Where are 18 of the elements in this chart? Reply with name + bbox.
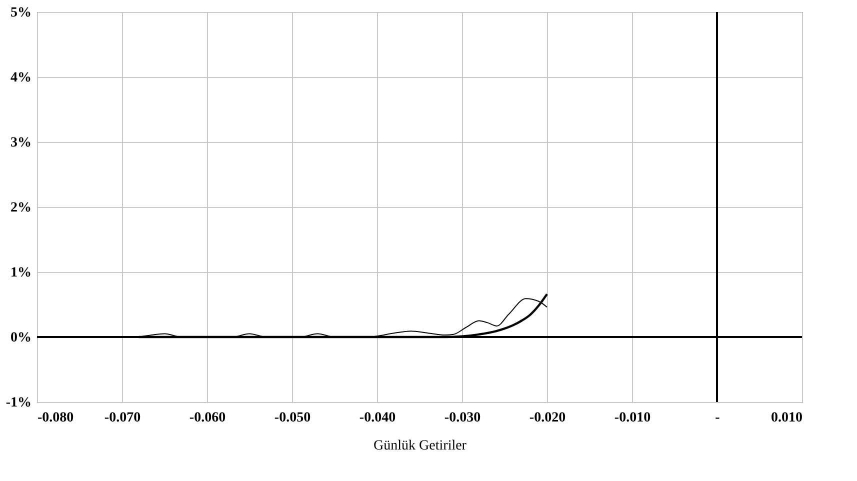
- y-tick-label: 0%: [10, 330, 32, 346]
- x-tick-label: -0.080: [38, 410, 74, 426]
- x-tick-label: -0.050: [274, 410, 311, 426]
- y-tick-label: 1%: [10, 266, 32, 280]
- x-tick-label: 0.010: [771, 410, 802, 426]
- x-tick-label: -0.020: [529, 410, 566, 426]
- x-tick-label: -0.010: [614, 410, 651, 426]
- y-tick-label: 2%: [10, 200, 32, 216]
- y-tick-label: 4%: [10, 70, 32, 86]
- x-tick-label: -0.040: [359, 410, 396, 426]
- y-tick-label: 5%: [10, 6, 32, 20]
- y-tick-label: -1%: [6, 396, 32, 410]
- x-tick-label: -0.060: [189, 410, 226, 426]
- x-tick-label: -0.070: [104, 410, 141, 426]
- x-axis-title: Günlük Getiriler: [374, 438, 467, 454]
- y-tick-label: 3%: [10, 136, 32, 150]
- x-tick-label: -: [715, 410, 720, 426]
- x-tick-label: -0.030: [444, 410, 481, 426]
